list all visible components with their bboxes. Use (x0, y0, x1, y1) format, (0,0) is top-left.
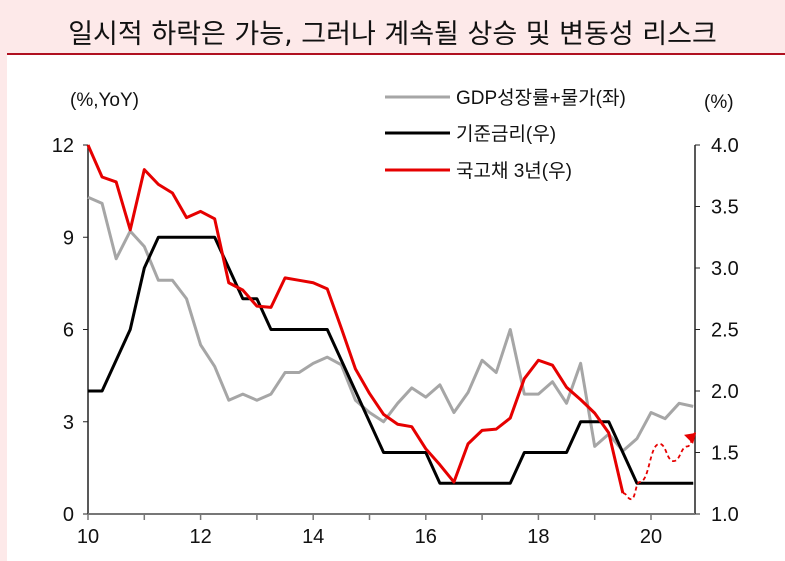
legend: GDP성장률+물가(좌) 기준금리(우) 국고채 3년(우) (385, 87, 626, 182)
series-line (86, 144, 625, 494)
x-tick-label: 18 (527, 526, 549, 548)
series-line (87, 195, 694, 453)
right-tick-label: 3.5 (711, 197, 739, 219)
chart-title: 일시적 하락은 가능, 그러나 계속될 상승 및 변동성 리스크 (68, 19, 717, 50)
right-tick-label: 2.0 (711, 381, 739, 403)
series-0 (87, 195, 694, 453)
left-tick-label: 0 (63, 504, 74, 526)
series-2 (86, 144, 697, 501)
series-line (88, 235, 694, 485)
left-axis-label: (%,YoY) (70, 90, 139, 111)
legend-label-ktb3y: 국고채 3년(우) (456, 160, 572, 182)
projection-line (622, 431, 697, 501)
legend-label-gdp: GDP성장률+물가(좌) (456, 87, 626, 109)
x-tick-label: 10 (77, 526, 99, 548)
title-divider (7, 53, 785, 55)
right-axis-label: (%) (704, 92, 734, 113)
projection-arrow-icon (684, 432, 697, 444)
left-tick-label: 12 (52, 135, 74, 157)
x-tick-label: 16 (415, 526, 437, 548)
right-tick-label: 1.5 (711, 443, 739, 465)
left-tick-label: 6 (63, 320, 74, 342)
right-tick-label: 3.0 (711, 258, 739, 280)
left-tick-label: 9 (63, 227, 74, 249)
series-1 (87, 235, 694, 485)
right-tick-label: 2.5 (711, 320, 739, 342)
x-tick-label: 20 (640, 526, 662, 548)
x-tick-label: 12 (189, 526, 211, 548)
x-tick-label: 14 (302, 526, 324, 548)
right-tick-label: 1.0 (711, 504, 739, 526)
right-tick-label: 4.0 (711, 135, 739, 157)
left-tick-label: 3 (63, 412, 74, 434)
legend-label-base-rate: 기준금리(우) (456, 123, 556, 145)
